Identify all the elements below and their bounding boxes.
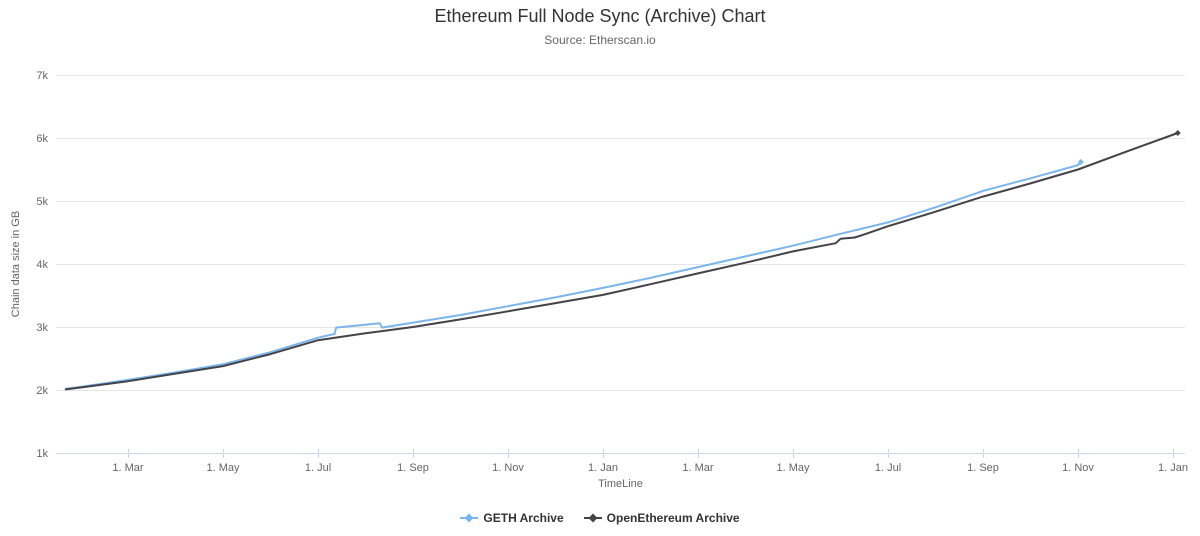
legend-marker-diamond [464, 513, 474, 523]
x-tick-label: 1. Sep [397, 462, 429, 474]
series-end-marker-openethereum-archive [1174, 129, 1181, 136]
x-tick-label: 1. May [206, 462, 240, 474]
y-tick-label: 7k [36, 70, 48, 82]
x-tick-label: 1. Jan [588, 462, 618, 474]
series-line-geth-archive[interactable] [64, 160, 1082, 390]
y-tick-label: 6k [36, 133, 48, 145]
y-tick-label: 4k [36, 259, 48, 271]
legend-item-geth-archive[interactable]: GETH Archive [460, 511, 564, 525]
y-axis-title: Chain data size in GB [10, 210, 22, 318]
y-tick-label: 2k [36, 385, 48, 397]
x-tick-label: 1. Nov [492, 462, 524, 474]
legend-marker-diamond [588, 513, 598, 523]
x-tick-label: 1. Jul [305, 462, 331, 474]
chart-title: Ethereum Full Node Sync (Archive) Chart [434, 6, 766, 26]
x-tick-label: 1. Mar [112, 462, 144, 474]
chart-subtitle: Source: Etherscan.io [544, 33, 656, 47]
legend: GETH Archive OpenEthereum Archive [0, 505, 1200, 531]
x-tick-label: 1. Mar [682, 462, 714, 474]
y-tick-label: 1k [36, 448, 48, 460]
legend-item-openethereum-archive[interactable]: OpenEthereum Archive [583, 511, 740, 525]
series-line-openethereum-archive[interactable] [64, 132, 1179, 391]
x-tick-label: 1. Jan [1158, 462, 1188, 474]
x-tick-label: 1. Jul [875, 462, 901, 474]
y-tick-label: 5k [36, 196, 48, 208]
y-tick-label: 3k [36, 322, 48, 334]
legend-label: OpenEthereum Archive [606, 511, 740, 525]
legend-label: GETH Archive [483, 511, 564, 525]
series-end-marker-geth-archive [1077, 158, 1084, 165]
x-tick-label: 1. May [776, 462, 810, 474]
x-axis-title: TimeLine [598, 478, 643, 490]
x-tick-label: 1. Nov [1062, 462, 1094, 474]
x-tick-label: 1. Sep [967, 462, 999, 474]
legend-marker-icon [583, 513, 602, 523]
legend-marker-icon [460, 513, 479, 523]
